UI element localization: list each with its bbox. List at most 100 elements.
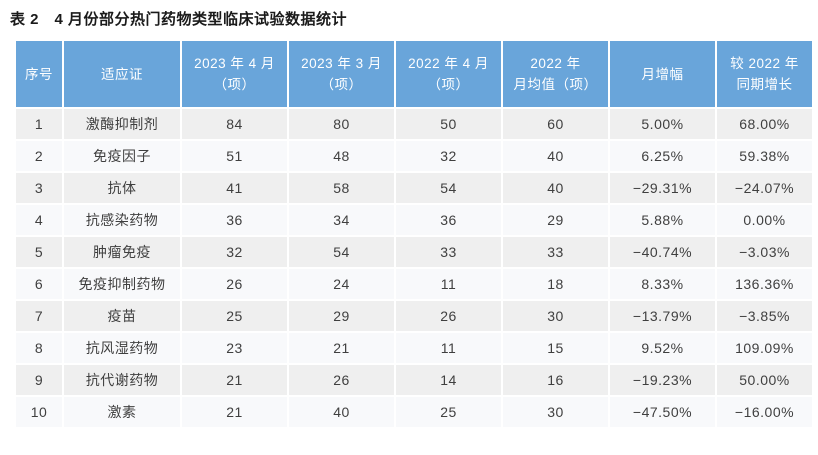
table-row: 2 免疫因子 51 48 32 40 6.25% 59.38% [14, 139, 814, 173]
cell-no: 10 [14, 395, 64, 429]
header-line: （项） [320, 77, 363, 92]
header-line: 月增幅 [641, 66, 684, 82]
cell-mom-growth: −47.50% [608, 395, 717, 429]
cell-indication: 抗体 [62, 171, 182, 205]
header-line: 序号 [25, 66, 53, 82]
col-header-index: 序号 [14, 39, 64, 109]
cell-avg2022: 16 [501, 363, 610, 397]
cell-avg2022: 15 [501, 331, 610, 365]
cell-avg2022: 29 [501, 203, 610, 237]
cell-apr2022: 50 [394, 107, 503, 141]
cell-apr2023: 21 [180, 395, 289, 429]
cell-indication: 抗代谢药物 [62, 363, 182, 397]
cell-apr2022: 36 [394, 203, 503, 237]
cell-no: 5 [14, 235, 64, 269]
cell-mom-growth: 5.88% [608, 203, 717, 237]
cell-no: 2 [14, 139, 64, 173]
header-line: （项） [213, 77, 256, 92]
cell-no: 4 [14, 203, 64, 237]
cell-indication: 激酶抑制剂 [62, 107, 182, 141]
cell-yoy-growth: 109.09% [715, 331, 814, 365]
cell-indication: 抗感染药物 [62, 203, 182, 237]
cell-apr2022: 54 [394, 171, 503, 205]
cell-avg2022: 40 [501, 171, 610, 205]
table-row: 5 肿瘤免疫 32 54 33 33 −40.74% −3.03% [14, 235, 814, 269]
cell-indication: 激素 [62, 395, 182, 429]
cell-yoy-growth: −16.00% [715, 395, 814, 429]
col-header-2023-04: 2023 年 4 月 （项） [180, 39, 289, 109]
cell-yoy-growth: 50.00% [715, 363, 814, 397]
table-row: 4 抗感染药物 36 34 36 29 5.88% 0.00% [14, 203, 814, 237]
col-header-indication: 适应证 [62, 39, 182, 109]
cell-mar2023: 54 [287, 235, 396, 269]
cell-apr2023: 26 [180, 267, 289, 301]
cell-no: 3 [14, 171, 64, 205]
cell-indication: 免疫抑制药物 [62, 267, 182, 301]
col-header-yoy-growth: 较 2022 年同期增长 [715, 39, 814, 109]
cell-mar2023: 34 [287, 203, 396, 237]
cell-mom-growth: −40.74% [608, 235, 717, 269]
cell-mom-growth: −13.79% [608, 299, 717, 333]
header-line: 较 2022 年 [730, 56, 799, 71]
cell-mar2023: 29 [287, 299, 396, 333]
cell-mom-growth: −29.31% [608, 171, 717, 205]
cell-no: 6 [14, 267, 64, 301]
table-row: 7 疫苗 25 29 26 30 −13.79% −3.85% [14, 299, 814, 333]
col-header-2022-monthly-avg: 2022 年月均值（项） [501, 39, 610, 109]
cell-mom-growth: 9.52% [608, 331, 717, 365]
cell-avg2022: 30 [501, 395, 610, 429]
header-line: 月均值（项） [513, 77, 598, 92]
cell-mar2023: 80 [287, 107, 396, 141]
cell-mar2023: 24 [287, 267, 396, 301]
header-line: 适应证 [101, 66, 143, 82]
clinical-trial-data-table: 序号 适应证 2023 年 4 月 （项） 2023 年 3 月 （项） 2022 … [14, 39, 814, 429]
cell-indication: 抗风湿药物 [62, 331, 182, 365]
cell-mar2023: 58 [287, 171, 396, 205]
cell-yoy-growth: −3.03% [715, 235, 814, 269]
cell-mom-growth: 6.25% [608, 139, 717, 173]
cell-yoy-growth: −3.85% [715, 299, 814, 333]
cell-indication: 肿瘤免疫 [62, 235, 182, 269]
cell-mom-growth: 8.33% [608, 267, 717, 301]
cell-apr2023: 51 [180, 139, 289, 173]
table-row: 6 免疫抑制药物 26 24 11 18 8.33% 136.36% [14, 267, 814, 301]
table-header-row: 序号 适应证 2023 年 4 月 （项） 2023 年 3 月 （项） 2022 … [14, 39, 814, 109]
cell-mar2023: 40 [287, 395, 396, 429]
cell-apr2022: 14 [394, 363, 503, 397]
cell-apr2022: 33 [394, 235, 503, 269]
cell-no: 1 [14, 107, 64, 141]
cell-avg2022: 60 [501, 107, 610, 141]
cell-mom-growth: 5.00% [608, 107, 717, 141]
cell-yoy-growth: 0.00% [715, 203, 814, 237]
table-title: 表 2 4 月份部分热门药物类型临床试验数据统计 [10, 11, 348, 28]
cell-mar2023: 48 [287, 139, 396, 173]
cell-indication: 免疫因子 [62, 139, 182, 173]
table-row: 1 激酶抑制剂 84 80 50 60 5.00% 68.00% [14, 107, 814, 141]
cell-mar2023: 21 [287, 331, 396, 365]
cell-avg2022: 30 [501, 299, 610, 333]
col-header-2022-04: 2022 年 4 月 （项） [394, 39, 503, 109]
table-row: 10 激素 21 40 25 30 −47.50% −16.00% [14, 395, 814, 429]
cell-no: 7 [14, 299, 64, 333]
cell-apr2023: 25 [180, 299, 289, 333]
cell-no: 9 [14, 363, 64, 397]
cell-apr2023: 84 [180, 107, 289, 141]
cell-apr2022: 26 [394, 299, 503, 333]
table-row: 9 抗代谢药物 21 26 14 16 −19.23% 50.00% [14, 363, 814, 397]
header-line: 2022 年 4 月 [408, 56, 489, 71]
col-header-2023-03: 2023 年 3 月 （项） [287, 39, 396, 109]
cell-apr2023: 21 [180, 363, 289, 397]
cell-apr2023: 41 [180, 171, 289, 205]
header-line: 2023 年 4 月 [194, 56, 275, 71]
cell-apr2022: 11 [394, 267, 503, 301]
cell-apr2022: 32 [394, 139, 503, 173]
cell-apr2022: 11 [394, 331, 503, 365]
cell-yoy-growth: 136.36% [715, 267, 814, 301]
cell-yoy-growth: 68.00% [715, 107, 814, 141]
cell-mar2023: 26 [287, 363, 396, 397]
col-header-mom-growth: 月增幅 [608, 39, 717, 109]
header-line: 同期增长 [736, 77, 793, 92]
header-line: 2022 年 [530, 56, 581, 71]
table-row: 8 抗风湿药物 23 21 11 15 9.52% 109.09% [14, 331, 814, 365]
